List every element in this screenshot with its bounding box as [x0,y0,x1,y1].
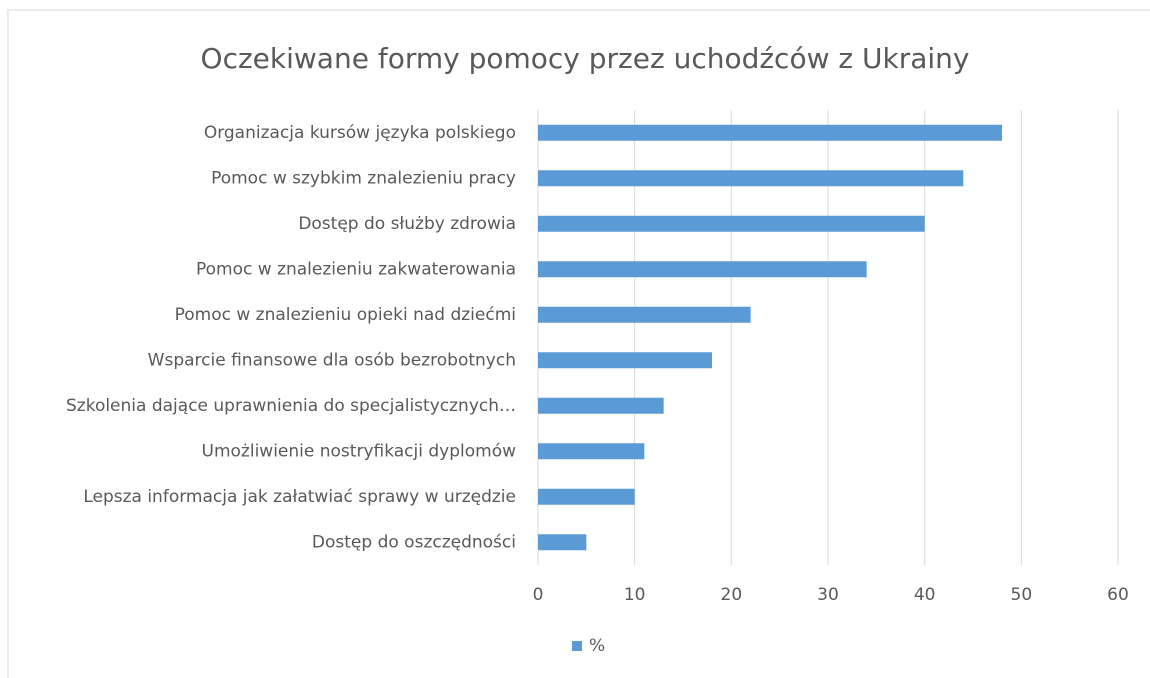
y-tick-label: Szkolenia dające uprawnienia do specjali… [66,396,516,416]
y-tick-label: Pomoc w szybkim znalezieniu pracy [211,168,516,188]
y-tick-label: Pomoc w znalezieniu zakwaterowania [196,259,516,279]
y-tick-label: Dostęp do służby zdrowia [298,214,516,234]
bar [538,170,964,187]
bar [538,397,664,414]
chart-frame [7,9,1150,678]
bar [538,534,587,551]
x-tick-label: 30 [817,585,839,605]
chart-title: Oczekiwane formy pomocy przez uchodźców … [201,42,970,75]
bar [538,215,925,232]
bar [538,352,712,369]
bar [538,306,751,323]
y-tick-label: Dostęp do oszczędności [312,532,516,552]
x-tick-label: 40 [914,585,936,605]
legend-swatch [572,641,582,651]
y-tick-label: Umożliwienie nostryfikacji dyplomów [202,441,517,461]
x-tick-label: 20 [721,585,743,605]
y-tick-label: Pomoc w znalezieniu opieki nad dziećmi [175,305,516,325]
y-tick-label: Organizacja kursów języka polskiego [204,123,516,143]
x-tick-label: 50 [1011,585,1033,605]
bar [538,124,1002,141]
bar [538,443,645,460]
x-tick-label: 10 [624,585,646,605]
x-tick-label: 60 [1107,585,1129,605]
y-tick-label: Wsparcie finansowe dla osób bezrobotnych [148,350,516,370]
y-tick-label: Lepsza informacja jak załatwiać sprawy w… [83,487,516,507]
bar [538,488,635,505]
x-tick-label: 0 [533,585,544,605]
bar [538,261,867,278]
legend-label: % [589,636,605,656]
